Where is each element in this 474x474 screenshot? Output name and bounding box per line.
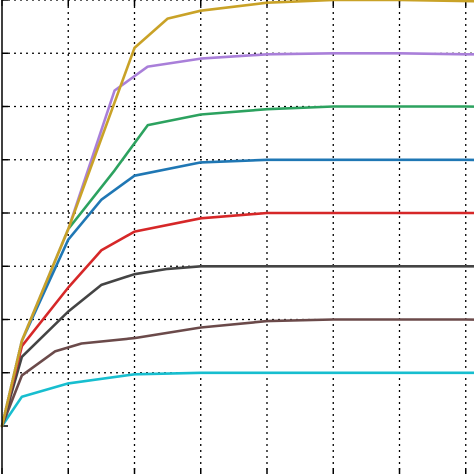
series-line-4	[0, 211, 474, 428]
series-line-8	[0, 0, 474, 428]
series-line-2	[0, 318, 474, 428]
series-line-3	[0, 265, 474, 428]
series-line-1	[0, 371, 474, 428]
series-line-5	[0, 158, 474, 428]
series-lines	[0, 0, 474, 428]
series-line-7	[0, 52, 474, 428]
